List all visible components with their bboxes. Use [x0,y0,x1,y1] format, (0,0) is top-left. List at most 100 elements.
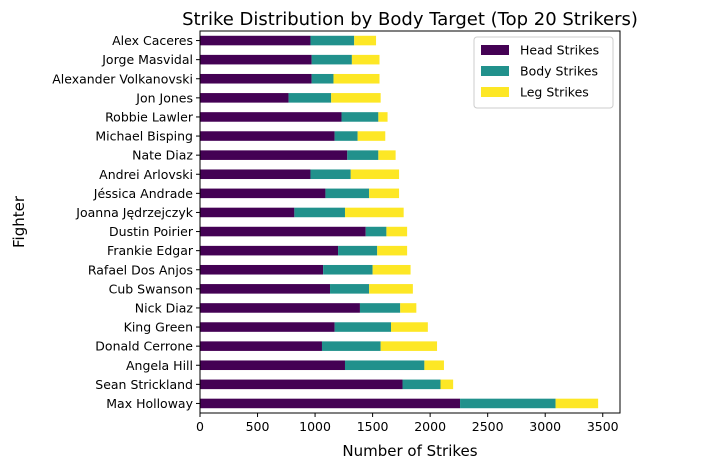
bar-leg-strikes-8 [377,245,408,256]
bar-head-strikes-6 [200,284,331,294]
x-tick-label: 1000 [299,419,331,434]
bar-body-strikes-8 [338,245,378,256]
y-tick-label: Angela Hill [126,358,193,373]
bar-leg-strikes-11 [369,188,400,199]
bar-head-strikes-8 [200,245,339,256]
bar-leg-strikes-12 [350,169,400,180]
bar-body-strikes-5 [359,303,401,313]
bar-head-strikes-17 [200,73,312,84]
y-tick-label: King Green [124,320,193,335]
x-tick-label: 2000 [414,419,446,434]
bar-head-strikes-7 [200,264,324,275]
x-tick-label: 3000 [529,419,561,434]
x-axis-label: Number of Strikes [342,442,477,460]
y-tick-label: Frankie Edgar [107,243,194,258]
bar-body-strikes-1 [402,379,441,390]
bar-leg-strikes-18 [351,54,380,65]
bar-leg-strikes-19 [354,35,377,46]
bar-head-strikes-14 [200,131,335,141]
x-tick-label: 2500 [472,419,504,434]
bar-leg-strikes-6 [369,284,413,294]
bar-leg-strikes-17 [333,73,380,84]
bar-body-strikes-0 [460,398,556,409]
x-tick-label: 1500 [357,419,389,434]
plot-frame [199,30,621,414]
bar-head-strikes-16 [200,93,289,103]
y-tick-label: Cub Swanson [109,281,193,296]
y-tick-label: Michael Bisping [95,129,193,144]
bar-body-strikes-3 [321,341,381,351]
bar-head-strikes-9 [200,226,366,237]
x-axis-ticks: 0 500 1000 1500 2000 2500 3000 3500 [196,413,619,434]
bar-body-strikes-4 [334,322,392,332]
y-tick-label: Rafael Dos Anjos [88,262,193,277]
bar-leg-strikes-0 [555,398,599,409]
y-tick-label: Max Holloway [106,396,193,411]
y-tick-label: Robbie Lawler [105,109,194,124]
y-tick-label: Joanna Jędrzejczyk [75,205,193,220]
bar-body-strikes-11 [325,188,370,199]
bar-body-strikes-10 [294,207,345,218]
bar-head-strikes-0 [200,398,461,409]
bar-body-strikes-7 [323,264,373,275]
bar-body-strikes-2 [344,360,425,371]
bar-body-strikes-19 [310,35,355,46]
y-tick-label: Nick Diaz [135,300,194,315]
bar-body-strikes-13 [347,150,379,160]
legend-label: Leg Strikes [520,85,589,100]
y-tick-label: Sean Strickland [95,377,193,392]
bar-head-strikes-3 [200,341,322,351]
bar-leg-strikes-9 [386,226,408,237]
bar-head-strikes-12 [200,169,311,180]
bar-head-strikes-15 [200,112,342,122]
x-tick-label: 3500 [587,419,619,434]
x-tick-label: 0 [196,419,204,434]
legend-swatch [481,66,509,76]
bar-head-strikes-5 [200,303,360,313]
y-tick-label: Jéssica Andrade [93,186,194,201]
y-tick-label: Jon Jones [135,90,193,105]
bar-head-strikes-18 [200,54,312,65]
bar-leg-strikes-13 [378,150,396,160]
y-tick-label: Alexander Volkanovski [52,71,193,86]
bar-body-strikes-14 [334,131,358,141]
bar-leg-strikes-10 [344,207,404,218]
bar-head-strikes-19 [200,35,311,46]
chart-title: Strike Distribution by Body Target (Top … [182,9,638,30]
bar-body-strikes-17 [311,73,334,84]
legend-label: Body Strikes [520,64,598,79]
y-axis-label: Fighter [10,195,28,248]
bar-leg-strikes-14 [357,131,386,141]
bar-leg-strikes-1 [440,379,454,390]
bar-head-strikes-4 [200,322,335,332]
bar-body-strikes-15 [341,112,379,122]
bar-body-strikes-12 [310,169,351,180]
legend-swatch [481,45,509,55]
y-axis-ticks: Max Holloway Sean Strickland Angela Hill Do… [52,33,200,411]
legend: Head Strikes Body Strikes Leg Strikes [473,36,614,109]
bar-leg-strikes-7 [372,264,411,275]
bar-head-strikes-13 [200,150,348,160]
bar-leg-strikes-4 [391,322,428,332]
legend-swatch [481,87,509,97]
bar-body-strikes-18 [311,54,352,65]
bar-body-strikes-6 [330,284,370,294]
legend-label: Head Strikes [520,43,599,58]
bar-leg-strikes-16 [331,93,381,103]
y-tick-label: Andrei Arlovski [99,167,193,182]
y-tick-label: Donald Cerrone [95,339,193,354]
bar-leg-strikes-5 [400,303,417,313]
y-tick-label: Nate Diaz [132,148,193,163]
y-tick-label: Jorge Masvidal [101,52,193,67]
bars [200,35,599,409]
x-tick-label: 500 [246,419,270,434]
bar-head-strikes-2 [200,360,345,371]
bar-body-strikes-9 [365,226,387,237]
bar-leg-strikes-15 [378,112,388,122]
bar-body-strikes-16 [288,93,332,103]
y-tick-label: Alex Caceres [112,33,193,48]
bar-leg-strikes-2 [424,360,444,371]
y-tick-label: Dustin Poirier [109,224,194,239]
bar-leg-strikes-3 [380,341,438,351]
